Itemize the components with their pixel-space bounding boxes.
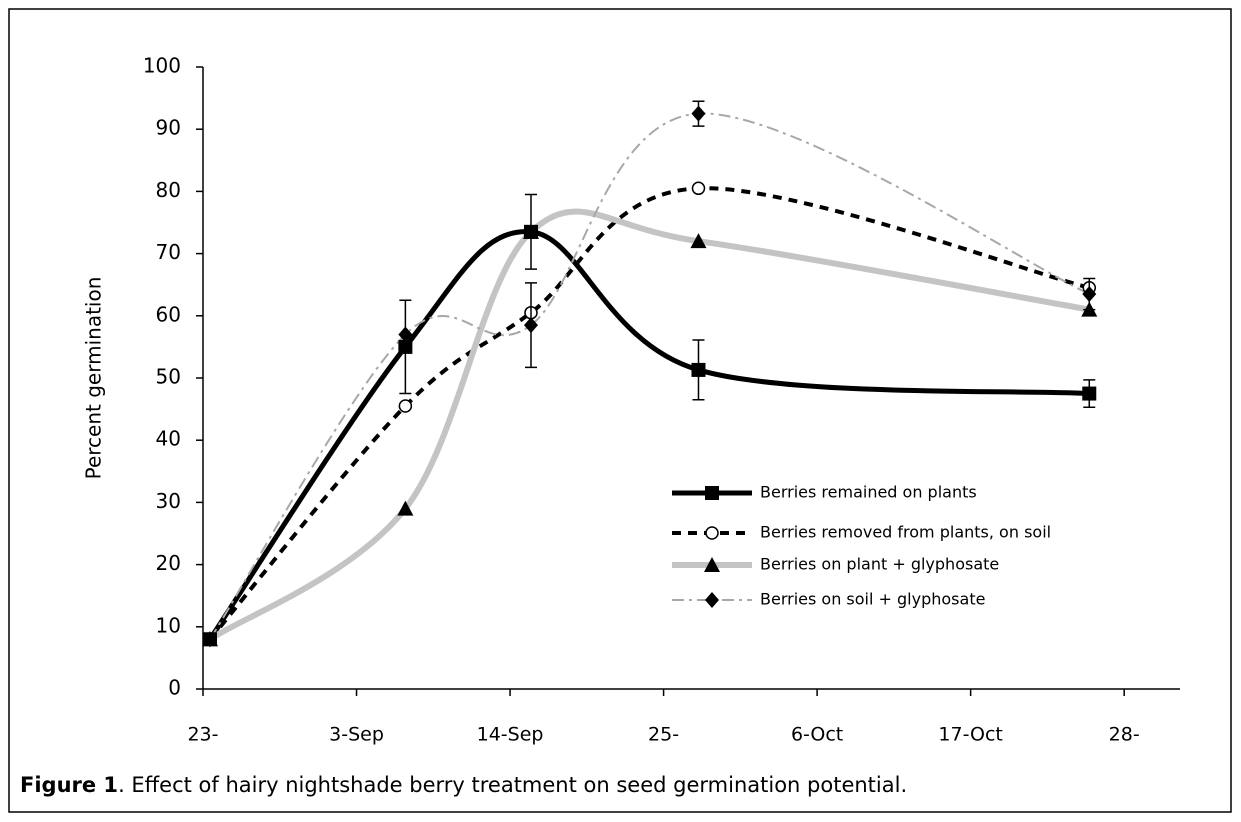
marker: [705, 592, 719, 608]
caption-text: . Effect of hairy nightshade berry treat…: [118, 773, 907, 797]
marker: [705, 526, 719, 540]
x-tick-label: 25-: [648, 724, 679, 746]
marker: [691, 362, 706, 377]
marker: [691, 181, 706, 196]
x-tick-label: 17-Oct: [938, 724, 1002, 746]
legend-label: Berries removed from plants, on soil: [760, 523, 1051, 542]
y-axis-label: Percent germination: [82, 277, 106, 480]
legend-label: Berries remained on plants: [760, 483, 977, 502]
marker: [705, 486, 719, 500]
caption: Figure 1. Effect of hairy nightshade ber…: [20, 773, 907, 797]
y-tick-label: 100: [143, 54, 181, 78]
marker: [398, 399, 413, 413]
x-tick-label: 6-Oct: [791, 724, 843, 746]
marker: [398, 326, 413, 343]
y-tick-label: 70: [156, 240, 181, 264]
marker: [704, 557, 720, 572]
x-tick-label: 23-: [187, 724, 218, 746]
y-tick-label: 90: [156, 116, 181, 140]
series-line: [208, 208, 1090, 642]
marker: [1082, 386, 1097, 401]
marker: [202, 631, 217, 648]
marker: [397, 500, 414, 516]
figure-label: Figure 1: [20, 773, 118, 797]
series-line: [209, 112, 1090, 640]
series-line: [207, 229, 1090, 641]
y-tick-label: 80: [156, 178, 181, 202]
marker: [1082, 286, 1097, 303]
y-tick-label: 60: [156, 302, 181, 326]
frame: [8, 8, 1232, 813]
y-tick-label: 30: [156, 489, 181, 513]
y-tick-label: 20: [156, 551, 181, 575]
marker: [523, 317, 538, 334]
y-tick-label: 0: [168, 676, 181, 700]
y-tick-label: 50: [156, 365, 181, 389]
series-line: [208, 186, 1090, 641]
marker: [522, 223, 539, 239]
legend-label: Berries on plant + glyphosate: [760, 555, 999, 574]
x-tick-label: 14-Sep: [477, 724, 544, 746]
x-tick-label: 3-Sep: [329, 724, 384, 746]
marker: [691, 105, 706, 122]
y-tick-label: 10: [156, 613, 181, 637]
marker: [690, 233, 707, 249]
legend-label: Berries on soil + glyphosate: [760, 590, 985, 609]
y-tick-label: 40: [156, 427, 181, 451]
x-tick-label: 28-: [1109, 724, 1140, 746]
marker: [398, 339, 413, 354]
